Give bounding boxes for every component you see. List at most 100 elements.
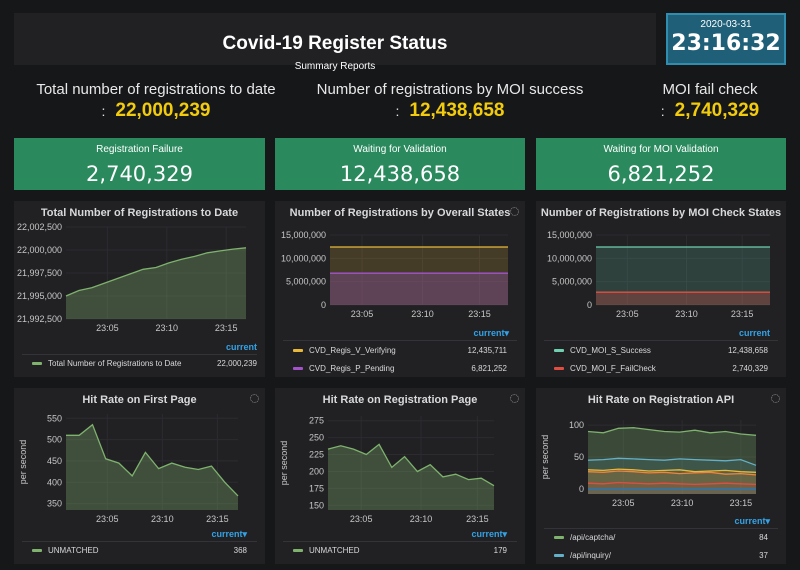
legend-header-current[interactable]: current [225,342,257,352]
y-tick-label: 22,000,000 [17,245,62,255]
panel-hit-rate-registration-api[interactable]: Hit Rate on Registration API 100 50 0 23:05… [536,388,786,564]
legend-header-current[interactable]: current▾ [471,529,507,539]
legend-header-current[interactable]: current▾ [211,529,247,539]
x-tick-label: 23:10 [675,309,698,319]
legend-value: 6,821,252 [471,364,507,373]
series-line [587,457,757,466]
panel-title: Hit Rate on First Page [82,394,197,406]
stat-value: 12,438,658 [339,162,461,186]
series-area [588,469,756,494]
y-tick-label: 100 [569,420,584,430]
series-line [327,443,495,487]
x-tick-label: 23:05 [612,498,635,508]
stat-waiting-validation[interactable]: Waiting for Validation 12,438,658 [275,138,525,190]
panel-hit-rate-registration-page[interactable]: Hit Rate on Registration Page 275 250 225 2… [275,388,525,564]
stat-label: Total number of registrations to date [36,81,276,98]
y-tick-label: 0 [579,484,584,494]
series-area [588,488,756,494]
y-tick-label: 175 [309,483,324,493]
y-tick-label: 150 [309,500,324,510]
series-area [588,427,756,494]
legend-item[interactable]: UNMATCHED 368 [32,546,247,555]
stat-colon: : [660,103,665,119]
clock-panel: 2020-03-31 23:16:32 [666,13,786,65]
y-tick-label: 5,000,000 [552,277,592,287]
legend-name: /api/inquiry/ [570,551,611,560]
legend-swatch [554,367,564,371]
legend-item[interactable]: UNMATCHED 179 [293,546,507,555]
chart-overall-states: 15,000,000 10,000,000 5,000,000 0 23:05 23:10… [281,230,508,319]
y-tick-label: 225 [309,450,324,460]
series-area [596,292,770,305]
stat-moi-success: Number of registrations by MOI success :… [310,80,590,122]
y-tick-label: 500 [47,435,62,445]
y-tick-label: 450 [47,456,62,466]
stat-value: 2,740,329 [674,100,760,121]
chart-hit-rate-first-page: 550 500 450 400 350 23:05 23:10 23:15 per second [18,413,239,524]
y-axis-label: per second [18,440,28,485]
stat-value: 22,000,239 [115,100,211,121]
legend-item[interactable]: CVD_MOI_F_FailCheck 2,740,329 [554,364,768,373]
series-line [587,468,757,473]
stat-total-registrations: Total number of registrations to date :2… [30,80,282,122]
stat-value: 2,740,329 [86,162,193,186]
x-tick-label: 23:15 [206,514,229,524]
x-tick-label: 23:05 [350,514,373,524]
legend-divider [544,528,778,529]
legend-item[interactable]: CVD_Regis_V_Verifying 12,435,711 [293,346,507,355]
legend-item[interactable]: /api/captcha/84 [554,533,768,542]
legend-value: 12,435,711 [467,346,507,355]
y-tick-label: 21,992,500 [17,314,62,324]
stat-waiting-moi-validation[interactable]: Waiting for MOI Validation 6,821,252 [536,138,786,190]
series-line [587,481,757,486]
y-tick-label: 22,002,500 [17,222,62,232]
legend-value: 179 [493,546,507,555]
y-tick-label: 0 [587,300,592,310]
legend-swatch [293,349,303,353]
y-axis-label: per second [279,441,289,486]
series-line [587,427,757,436]
loading-spinner-icon [510,207,519,216]
legend-divider [544,340,778,341]
legend-value: 84 [759,533,768,542]
panel-title: Number of Registrations by MOI Check Sta… [540,207,782,219]
panel-total-registrations[interactable]: Total Number of Registrations to Date 22… [14,201,265,377]
legend-name: CVD_MOI_F_FailCheck [570,364,656,373]
legend-item[interactable]: CVD_Regis_P_Pending 6,821,252 [293,364,507,373]
legend-item[interactable]: Total Number of Registrations to Date 22,… [32,359,257,368]
legend-header-current[interactable]: current▾ [473,328,509,338]
stat-label: Registration Failure [96,144,183,155]
legend-divider [22,541,257,542]
legend-header-current[interactable]: current [738,328,770,338]
legend-item[interactable]: CVD_MOI_S_Success 12,438,658 [554,346,768,355]
stat-registration-failure[interactable]: Registration Failure 2,740,329 [14,138,265,190]
series-area [330,273,508,305]
panel-overall-states[interactable]: Number of Registrations by Overall State… [275,201,525,377]
legend-value: 2,740,329 [732,364,768,373]
panel-hit-rate-first-page[interactable]: Hit Rate on First Page 550 500 450 400 350 23… [14,388,265,564]
panel-moi-check-states[interactable]: Number of Registrations by MOI Check Sta… [536,201,786,377]
x-tick-label: 23:05 [351,309,374,319]
legend-swatch [293,367,303,371]
y-axis-label: per second [540,435,550,480]
series-line [66,423,239,497]
panel-title: Hit Rate on Registration API [587,394,735,406]
legend-header-current[interactable]: current▾ [734,516,770,526]
page-title: Covid-19 Register Status [222,33,448,54]
clock-date: 2020-03-31 [700,19,752,30]
y-tick-label: 5,000,000 [286,277,326,287]
series-area [66,247,246,319]
stat-label: Waiting for MOI Validation [603,144,719,155]
x-tick-label: 23:05 [96,514,119,524]
legend-value: 22,000,239 [216,359,257,368]
series-area [588,458,756,494]
legend-item[interactable]: /api/inquiry/37 [554,551,768,560]
y-tick-label: 0 [321,300,326,310]
loading-spinner-icon [250,394,259,403]
legend-divider [283,541,517,542]
panel-title: Hit Rate on Registration Page [322,394,478,406]
legend-name: CVD_Regis_P_Pending [309,364,395,373]
x-tick-label: 23:10 [151,514,174,524]
series-line [587,470,757,476]
stat-value: 6,821,252 [607,162,715,186]
